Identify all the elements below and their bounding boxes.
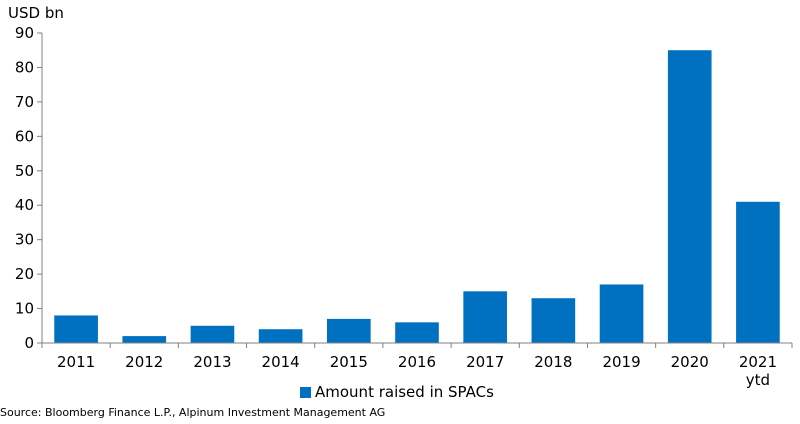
source-note: Source: Bloomberg Finance L.P., Alpinum …: [0, 406, 386, 419]
y-tick-label: 90: [15, 24, 34, 42]
bar: [122, 336, 167, 343]
x-tick-label: 2016: [398, 353, 436, 371]
bar: [327, 318, 371, 343]
x-tick-label: 2013: [193, 353, 231, 371]
x-tick-label: 2019: [602, 353, 640, 371]
x-tick-label: 2014: [262, 353, 300, 371]
bar: [531, 298, 576, 343]
y-tick-label: 60: [15, 127, 34, 145]
legend-swatch: [300, 386, 311, 398]
y-tick-label: 10: [15, 300, 34, 318]
y-axis-unit-label: USD bn: [8, 4, 64, 22]
bar: [463, 291, 507, 343]
y-tick-label: 50: [15, 162, 34, 180]
x-tick-label: 2017: [466, 353, 504, 371]
y-tick-label: 0: [24, 334, 34, 352]
x-tick-label: 2020: [671, 353, 709, 371]
x-tick-label: 2015: [330, 353, 368, 371]
bar: [190, 325, 235, 343]
bar: [736, 201, 780, 343]
y-tick-label: 30: [15, 231, 34, 249]
bar: [258, 329, 303, 343]
y-tick-label: 20: [15, 265, 34, 283]
y-tick-label: 80: [15, 58, 34, 76]
bar: [54, 315, 98, 343]
y-tick-label: 40: [15, 196, 34, 214]
x-tick-label: 2012: [125, 353, 163, 371]
x-tick-label: 2021 ytd: [739, 353, 777, 389]
x-tick-label: 2018: [534, 353, 572, 371]
x-tick-label: 2011: [57, 353, 95, 371]
legend-label: Amount raised in SPACs: [315, 383, 494, 401]
y-tick-label: 70: [15, 93, 34, 111]
bar: [667, 50, 712, 343]
bar: [599, 284, 644, 343]
bar: [395, 322, 439, 343]
legend: Amount raised in SPACs: [300, 383, 494, 401]
